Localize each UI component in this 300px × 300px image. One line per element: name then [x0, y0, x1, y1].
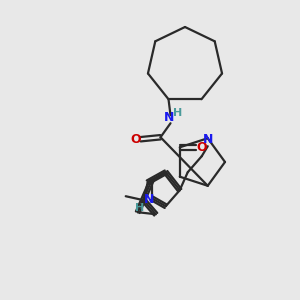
Text: N: N — [143, 193, 154, 206]
Text: N: N — [202, 133, 213, 146]
Text: O: O — [196, 141, 207, 154]
Text: H: H — [135, 203, 144, 213]
Text: H: H — [173, 108, 182, 118]
Text: O: O — [130, 133, 141, 146]
Text: N: N — [164, 111, 175, 124]
